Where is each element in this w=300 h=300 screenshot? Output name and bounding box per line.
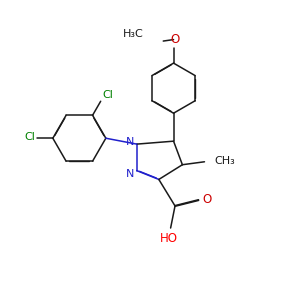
Text: H₃C: H₃C [123,29,144,39]
Text: N: N [126,169,134,179]
Text: O: O [170,33,180,46]
Text: Cl: Cl [24,132,35,142]
Text: Cl: Cl [102,90,113,100]
Text: O: O [202,193,212,206]
Text: N: N [126,137,134,147]
Text: HO: HO [160,232,178,245]
Text: CH₃: CH₃ [215,156,236,166]
